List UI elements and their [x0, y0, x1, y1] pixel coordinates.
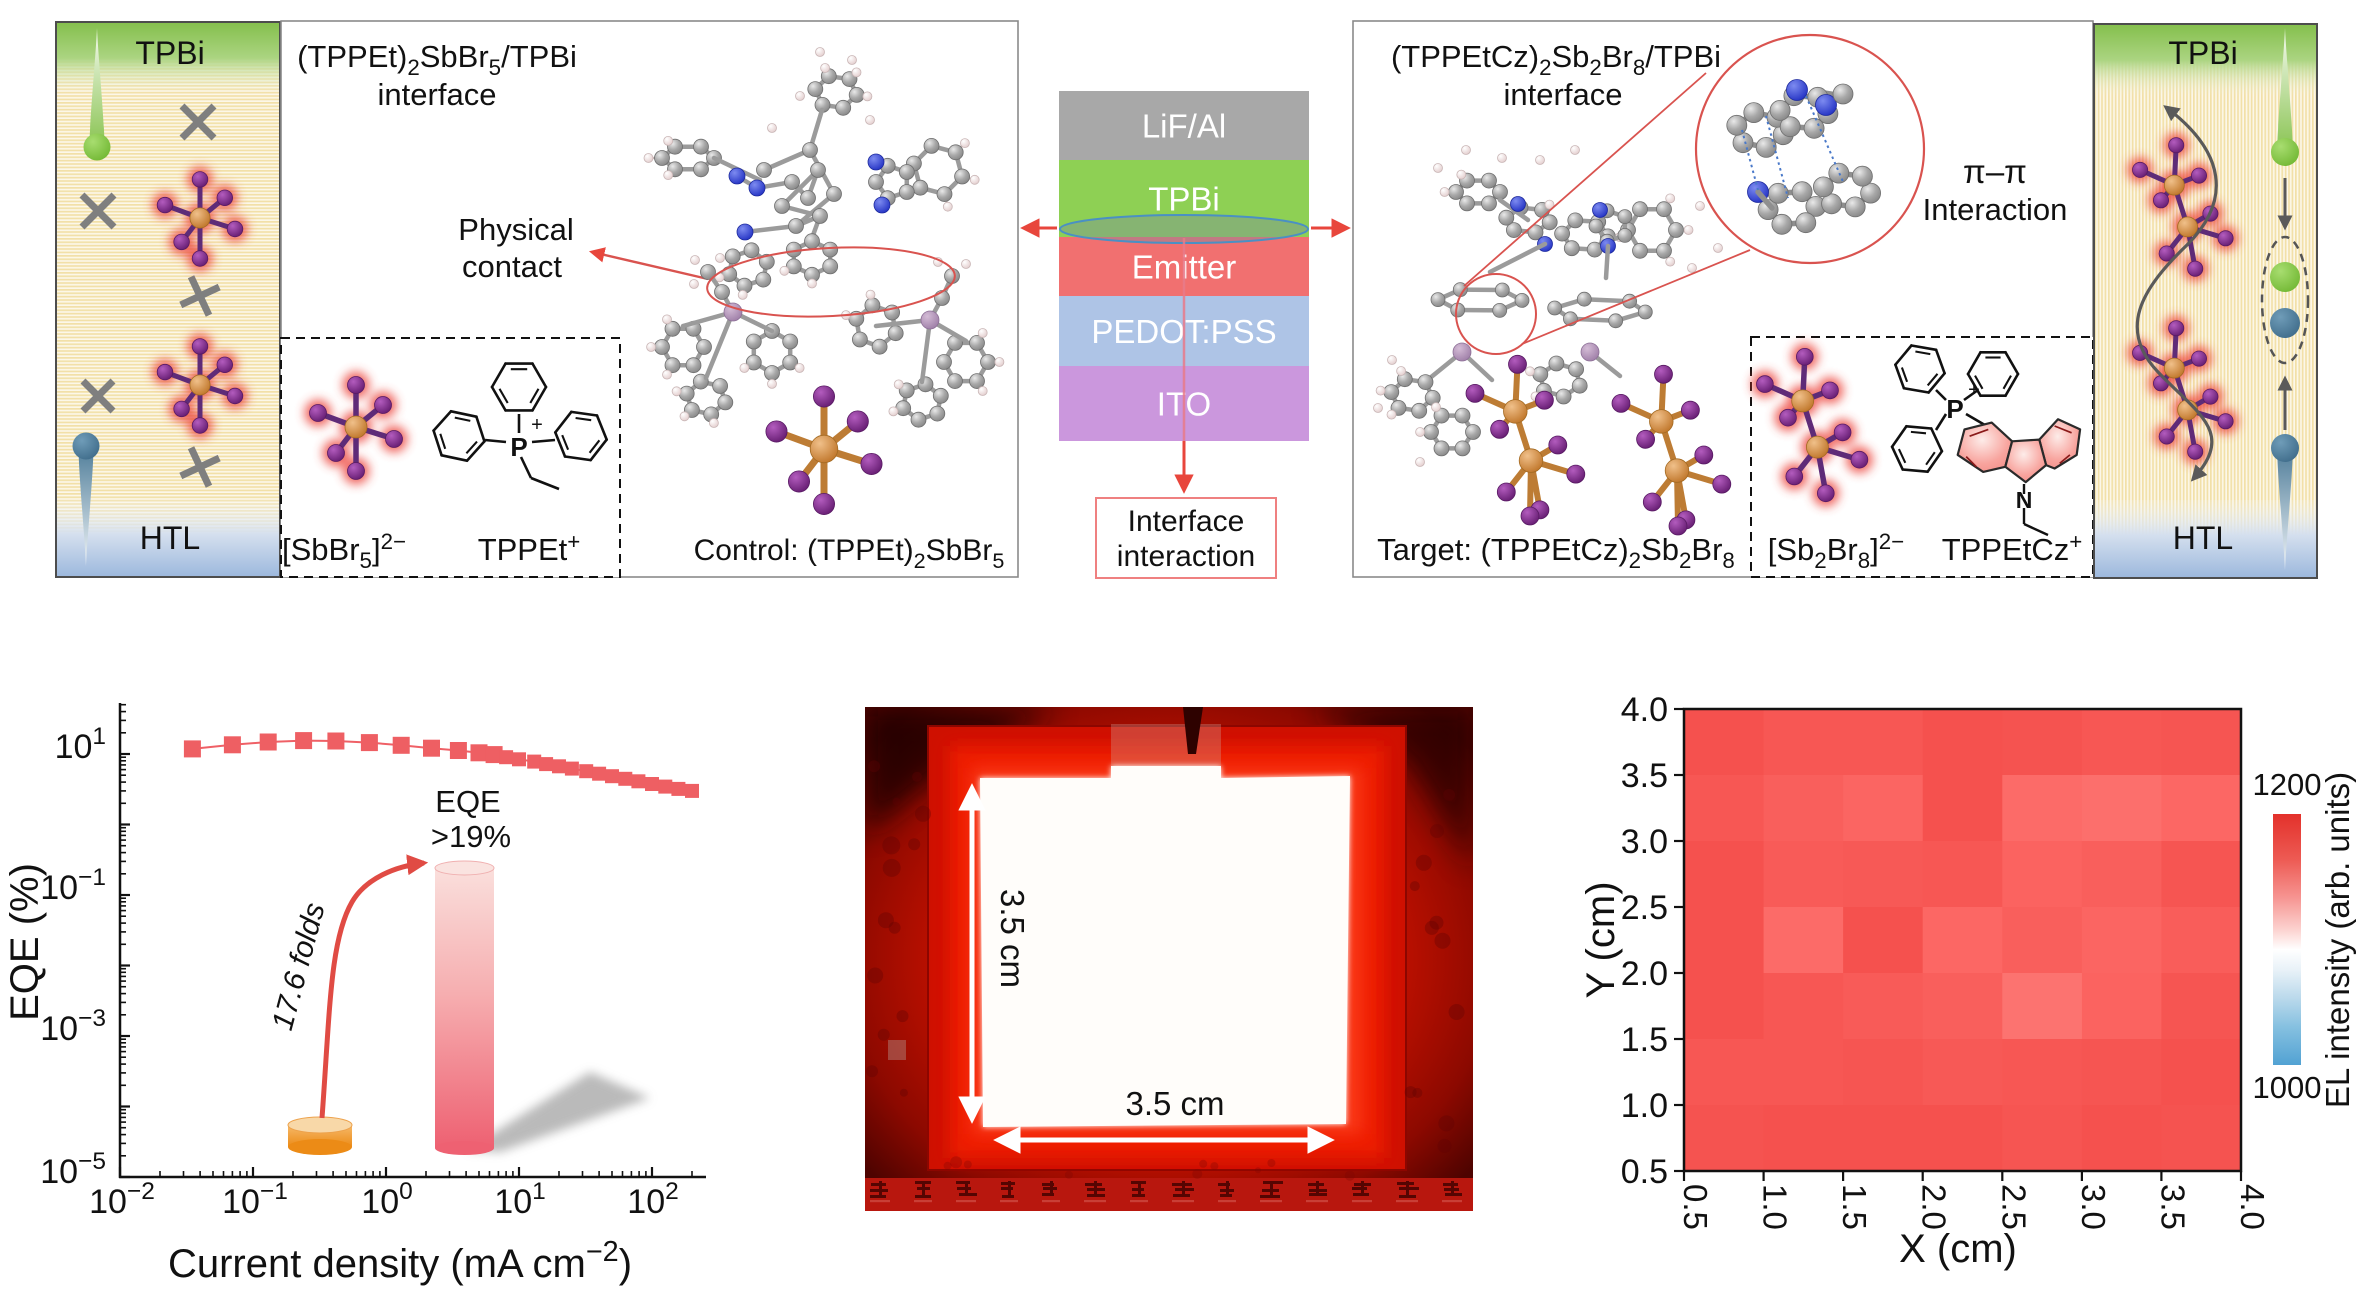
- svg-text:Control: (TPPEt)2​SbBr5​: Control: (TPPEt)2​SbBr5​: [694, 534, 1005, 573]
- svg-text:2.0: 2.0: [1916, 1184, 1953, 1230]
- svg-text:+: +: [531, 414, 543, 436]
- svg-text:3.0: 3.0: [1621, 823, 1668, 861]
- svg-text:3.5: 3.5: [1621, 757, 1668, 795]
- svg-text:EQE: EQE: [435, 784, 500, 819]
- svg-text:Interaction: Interaction: [1923, 192, 2068, 227]
- svg-text:interface: interface: [378, 77, 497, 112]
- svg-text:LiF/Al: LiF/Al: [1142, 108, 1226, 145]
- svg-text:>19%: >19%: [431, 819, 511, 854]
- svg-text:4.0: 4.0: [2234, 1184, 2271, 1230]
- svg-text:Y (cm): Y (cm): [1579, 881, 1623, 998]
- svg-text:TPBi: TPBi: [135, 35, 204, 71]
- svg-text:N: N: [2016, 487, 2033, 513]
- svg-text:(TPPEtCz)2​Sb2​Br8​/TPBi: (TPPEtCz)2​Sb2​Br8​/TPBi: [1391, 39, 1721, 80]
- svg-text:3.5: 3.5: [2154, 1184, 2191, 1230]
- svg-text:P: P: [1946, 394, 1963, 424]
- svg-text:X (cm): X (cm): [1899, 1227, 2017, 1271]
- svg-text:HTL: HTL: [140, 520, 200, 556]
- svg-text:+: +: [1968, 379, 1980, 401]
- svg-text:EL intensity (arb. units): EL intensity (arb. units): [2319, 772, 2356, 1108]
- svg-text:3.5 cm: 3.5 cm: [1125, 1085, 1224, 1122]
- svg-text:0.5: 0.5: [1677, 1184, 1714, 1230]
- svg-text:interaction: interaction: [1117, 540, 1255, 573]
- svg-text:2.5: 2.5: [1621, 889, 1668, 927]
- svg-text:π–π: π–π: [1963, 153, 2027, 190]
- svg-text:interface: interface: [1504, 77, 1623, 112]
- svg-text:1.5: 1.5: [1836, 1184, 1873, 1230]
- svg-text:1.5: 1.5: [1621, 1021, 1668, 1059]
- svg-text:Physical: Physical: [458, 212, 573, 247]
- svg-text:4.0: 4.0: [1621, 691, 1668, 729]
- svg-text:P: P: [510, 432, 527, 462]
- svg-text:contact: contact: [462, 249, 562, 284]
- svg-text:HTL: HTL: [2173, 520, 2233, 556]
- svg-text:2.5: 2.5: [1995, 1184, 2032, 1230]
- svg-text:3.0: 3.0: [2075, 1184, 2112, 1230]
- svg-text:TPPEt+​: TPPEt+​: [478, 529, 581, 567]
- svg-text:EQE (%): EQE (%): [3, 863, 47, 1021]
- svg-text:TPBi: TPBi: [2168, 35, 2237, 71]
- svg-text:Current density (mA cm−2): Current density (mA cm−2): [168, 1236, 632, 1286]
- svg-text:1200: 1200: [2253, 767, 2322, 802]
- svg-text:Interface: Interface: [1128, 505, 1245, 538]
- svg-text:1.0: 1.0: [1757, 1184, 1794, 1230]
- svg-text:(TPPEt)2​SbBr5​/TPBi: (TPPEt)2​SbBr5​/TPBi: [297, 39, 577, 80]
- svg-text:3.5 cm: 3.5 cm: [994, 889, 1031, 988]
- svg-text:1.0: 1.0: [1621, 1087, 1668, 1125]
- svg-text:TPPEtCz+​: TPPEtCz+​: [1942, 529, 2083, 567]
- svg-text:1000: 1000: [2253, 1070, 2322, 1105]
- svg-text:Target: (TPPEtCz)2​Sb2​Br8​: Target: (TPPEtCz)2​Sb2​Br8​: [1377, 532, 1735, 573]
- svg-text:TPBi: TPBi: [1148, 181, 1220, 218]
- svg-text:0.5: 0.5: [1621, 1153, 1668, 1191]
- svg-text:2.0: 2.0: [1621, 955, 1668, 993]
